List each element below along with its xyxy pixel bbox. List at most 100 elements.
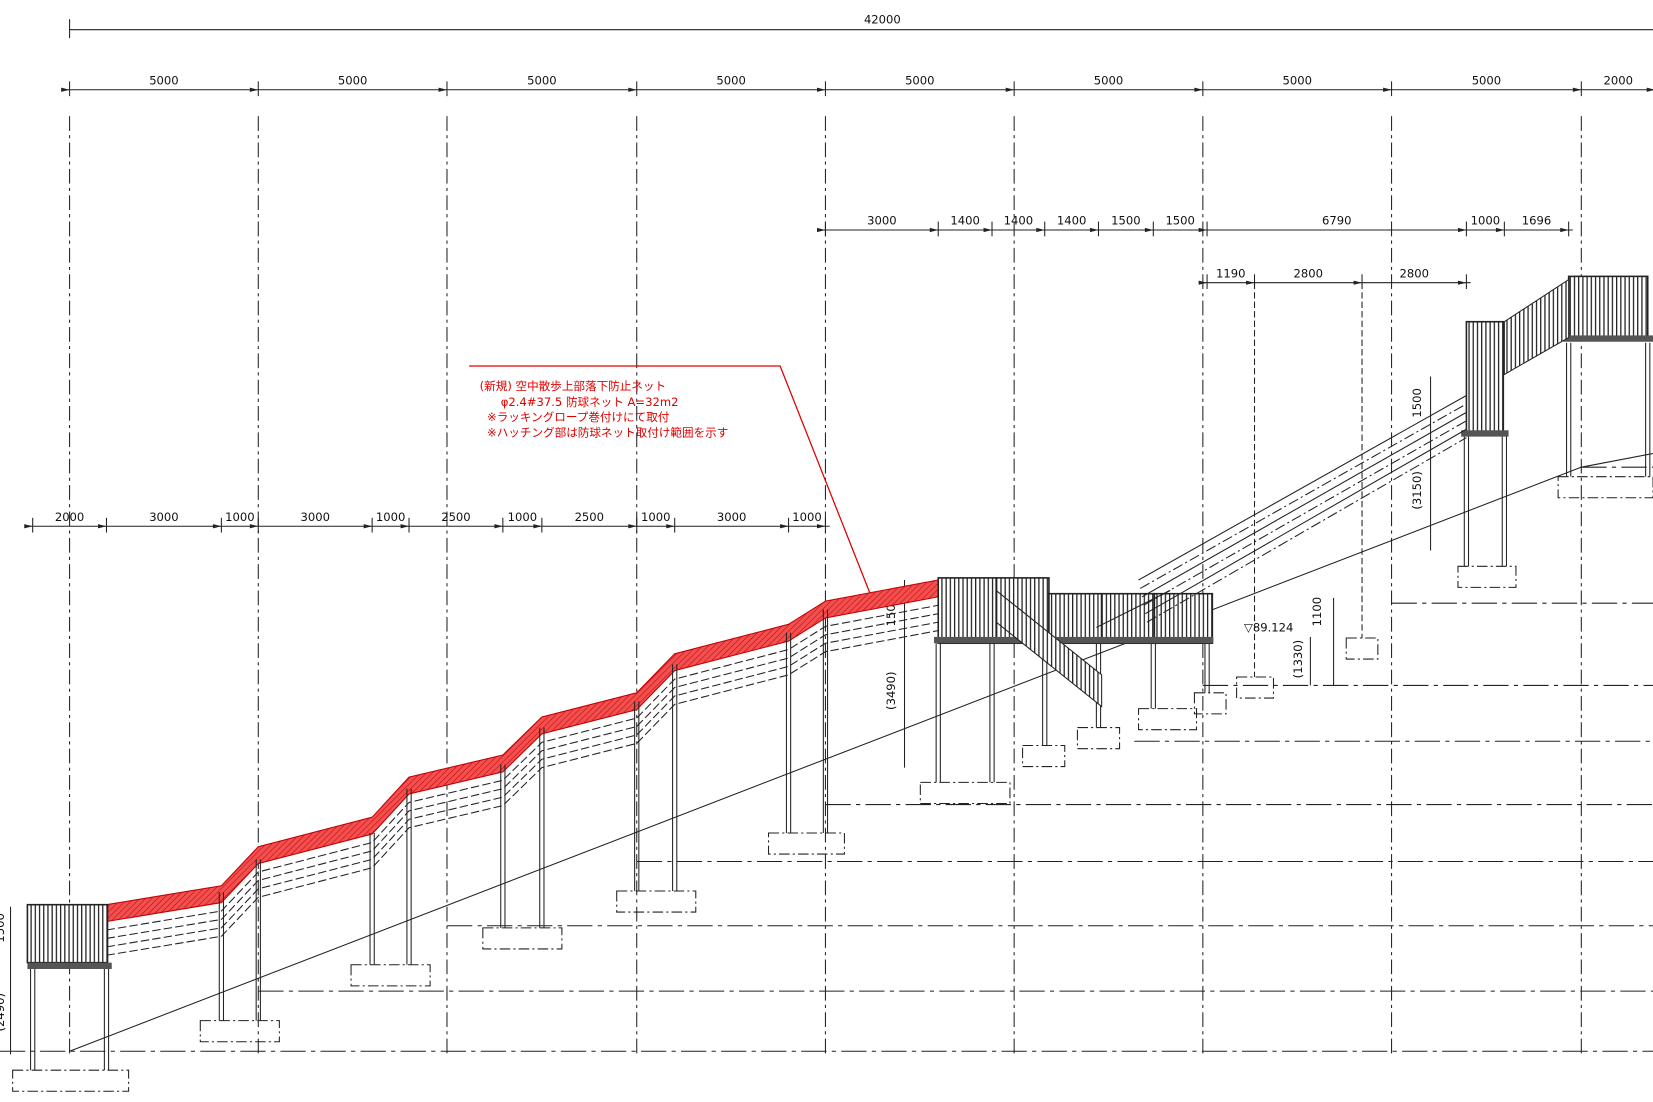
dimension-label: 5000 bbox=[716, 74, 745, 88]
dimension-arrow bbox=[1572, 87, 1582, 92]
footing bbox=[616, 890, 697, 913]
dimension-arrow bbox=[666, 524, 675, 529]
stair-line bbox=[1146, 437, 1467, 623]
footing bbox=[1138, 708, 1198, 731]
dimension-arrow bbox=[1353, 280, 1363, 285]
dimension-label: 3000 bbox=[300, 510, 329, 524]
footing bbox=[1236, 676, 1275, 699]
dimension-label: 1000 bbox=[1471, 214, 1500, 228]
dimension-label: 1500 bbox=[1165, 214, 1194, 228]
dimension-arrow bbox=[438, 87, 447, 92]
dimension-arrow bbox=[628, 87, 637, 92]
note-text: φ2.4#37.5 防球ネット A=32m2 bbox=[501, 395, 679, 409]
dimension-arrow bbox=[1646, 87, 1653, 92]
deck bbox=[27, 962, 112, 969]
stair-line bbox=[1143, 420, 1467, 606]
vertical-dimension-label: (3490) bbox=[884, 671, 898, 710]
dimension-arrow bbox=[628, 524, 637, 529]
note-text: ※ハッチング部は防球ネット取付け範囲を示す bbox=[487, 426, 728, 440]
dimension-arrow bbox=[983, 227, 993, 233]
dimension-arrow bbox=[249, 87, 259, 92]
dimension-label: 42000 bbox=[864, 12, 901, 26]
net-line bbox=[106, 630, 939, 956]
dimension-arrow bbox=[780, 524, 789, 529]
deck bbox=[1461, 430, 1509, 437]
dimension-arrow bbox=[61, 87, 70, 92]
ground-line bbox=[69, 452, 1653, 1052]
net-line bbox=[106, 613, 939, 939]
dimension-label: 2500 bbox=[441, 510, 470, 524]
stair-line bbox=[1145, 428, 1467, 615]
dimension-label: 2500 bbox=[575, 510, 604, 524]
note-text: ※ラッキングロープ巻付けにて取付 bbox=[487, 410, 670, 424]
dimension-label: 2800 bbox=[1294, 266, 1323, 280]
railing bbox=[26, 903, 109, 964]
vertical-dimension-label: (3150) bbox=[1410, 471, 1424, 510]
footing bbox=[1022, 744, 1066, 768]
dimension-label: 5000 bbox=[1472, 74, 1501, 88]
dimension-label: 3000 bbox=[149, 510, 178, 524]
dimension-label: 5000 bbox=[1282, 74, 1311, 88]
dimension-arrow bbox=[1198, 280, 1208, 285]
dimension-label: 1400 bbox=[1004, 214, 1033, 228]
vertical-dimension-label: (2490) bbox=[0, 993, 7, 1032]
footing bbox=[1457, 565, 1517, 588]
footing bbox=[1076, 727, 1121, 750]
dimension-arrow bbox=[1198, 227, 1208, 233]
dimension-arrow bbox=[212, 524, 222, 529]
dimension-label: 1000 bbox=[792, 510, 821, 524]
dimension-arrow bbox=[1090, 227, 1099, 233]
dimension-arrow bbox=[494, 524, 503, 529]
dimension-arrow bbox=[1005, 87, 1015, 92]
dimension-label: 1000 bbox=[225, 510, 254, 524]
deck bbox=[934, 636, 1214, 644]
net-line bbox=[106, 604, 939, 931]
dimension-arrow bbox=[1560, 227, 1569, 233]
dimension-label: 1500 bbox=[1111, 214, 1140, 228]
footing bbox=[767, 832, 845, 855]
footing bbox=[1193, 692, 1227, 715]
railing bbox=[1100, 592, 1156, 645]
dimension-arrow bbox=[363, 524, 373, 529]
stair-line bbox=[1141, 411, 1467, 598]
dimension-label: 5000 bbox=[149, 74, 178, 88]
dimension-arrow bbox=[1246, 280, 1255, 285]
vertical-dimension-label: 1500 bbox=[0, 913, 7, 942]
stair-curve bbox=[1096, 590, 1171, 628]
dimension-arrow bbox=[817, 524, 826, 529]
dimension-label: 1696 bbox=[1522, 214, 1551, 228]
railing bbox=[937, 577, 998, 645]
dimension-arrow bbox=[929, 227, 939, 233]
dimension-arrow bbox=[1495, 227, 1505, 233]
stair-line bbox=[1138, 395, 1467, 581]
dimension-arrow bbox=[1194, 87, 1203, 92]
dimension-label: 5000 bbox=[338, 74, 367, 88]
footing bbox=[1557, 476, 1653, 499]
stair-rail bbox=[995, 589, 1103, 708]
footing bbox=[199, 1020, 280, 1043]
deck bbox=[1563, 335, 1653, 342]
dimension-label: 1400 bbox=[1057, 214, 1086, 228]
footing bbox=[482, 927, 563, 950]
leader-line bbox=[469, 365, 871, 593]
footing bbox=[919, 781, 1011, 805]
railing bbox=[1048, 592, 1103, 645]
dimension-label: 1400 bbox=[950, 214, 979, 228]
railing bbox=[1153, 592, 1214, 645]
dimension-arrow bbox=[98, 524, 107, 529]
dimension-label: 2000 bbox=[1603, 74, 1632, 88]
dimension-arrow bbox=[1036, 227, 1045, 233]
railing bbox=[1567, 275, 1649, 339]
dimension-label: 6790 bbox=[1322, 214, 1351, 228]
dimension-label: 2000 bbox=[55, 510, 84, 524]
stair-rail bbox=[1503, 278, 1570, 376]
dimension-arrow bbox=[1457, 227, 1467, 233]
dimension-label: 5000 bbox=[1094, 74, 1123, 88]
railing bbox=[1465, 320, 1505, 434]
dimension-label: 3000 bbox=[867, 214, 896, 228]
dimension-label: 1000 bbox=[641, 510, 670, 524]
